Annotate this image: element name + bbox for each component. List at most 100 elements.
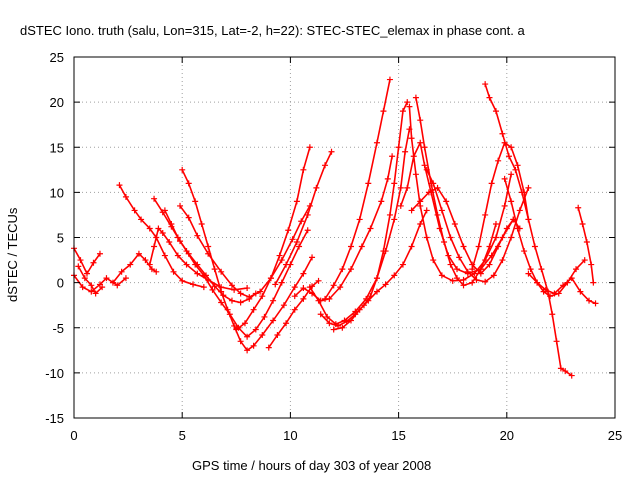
data-point: [228, 297, 235, 304]
data-point: [289, 236, 296, 243]
data-point: [547, 293, 554, 300]
data-point: [300, 270, 307, 277]
series-line: [484, 83, 573, 377]
data-point: [482, 278, 489, 285]
data-point: [482, 81, 489, 88]
x-tick-label: 10: [283, 428, 297, 443]
series-arc-24: [469, 139, 532, 273]
series-arc-19: [406, 103, 515, 284]
y-tick-label: 5: [57, 231, 64, 246]
data-point: [425, 189, 432, 196]
data-point: [590, 279, 597, 286]
data-point: [77, 257, 84, 264]
data-point: [194, 232, 201, 239]
data-point: [283, 261, 290, 268]
data-point: [421, 144, 428, 151]
data-point: [512, 166, 519, 173]
data-point: [179, 277, 186, 284]
data-point: [313, 184, 320, 191]
series-arc-16: [322, 76, 393, 302]
data-point: [194, 270, 201, 277]
data-point: [228, 282, 235, 289]
data-point: [486, 243, 493, 250]
grid: [74, 57, 615, 418]
data-point: [153, 268, 160, 275]
series-arc-12: [265, 277, 322, 351]
series-arc-03: [75, 263, 106, 297]
series-line: [332, 209, 428, 331]
data-point: [486, 261, 493, 268]
data-point: [430, 257, 437, 264]
series-line: [399, 141, 515, 275]
data-point: [270, 317, 277, 324]
data-point: [192, 261, 199, 268]
series-arc-23: [423, 166, 532, 285]
x-tick-label: 5: [179, 428, 186, 443]
series-layer: [71, 76, 599, 379]
series-line: [293, 155, 393, 302]
data-point: [406, 103, 413, 110]
data-point: [226, 311, 233, 318]
data-point: [192, 198, 199, 205]
data-point: [293, 239, 300, 246]
data-point: [389, 153, 396, 160]
data-point: [380, 248, 387, 255]
data-point: [280, 302, 287, 309]
data-point: [423, 234, 430, 241]
data-point: [300, 166, 307, 173]
data-point: [391, 180, 398, 187]
data-point: [525, 270, 532, 277]
data-point: [118, 268, 125, 275]
data-point: [233, 326, 240, 333]
series-line: [309, 128, 411, 325]
data-point: [492, 234, 499, 241]
data-point: [518, 189, 525, 196]
series-line: [118, 184, 205, 288]
data-point: [482, 211, 489, 218]
data-point: [166, 239, 173, 246]
data-point: [81, 275, 88, 282]
data-point: [508, 144, 515, 151]
data-point: [447, 261, 454, 268]
series-arc-27: [525, 270, 599, 307]
data-point: [573, 266, 580, 273]
data-point: [293, 198, 300, 205]
series-line: [471, 141, 530, 270]
series-line: [408, 105, 512, 282]
data-point: [174, 234, 181, 241]
series-line: [319, 101, 409, 327]
data-point: [257, 288, 264, 295]
data-point: [347, 266, 354, 273]
data-point: [88, 282, 95, 289]
data-point: [423, 207, 430, 214]
data-point: [146, 225, 153, 232]
data-point: [505, 153, 512, 160]
data-point: [151, 195, 158, 202]
data-point: [430, 180, 437, 187]
data-point: [557, 365, 564, 372]
series-arc-28: [575, 204, 597, 286]
data-point: [495, 157, 502, 164]
data-point: [250, 306, 257, 313]
data-point: [291, 306, 298, 313]
data-point: [412, 171, 419, 178]
data-point: [449, 277, 456, 284]
ticks: 0 5 10 15 20 25 -15 -10 -5 0 5 10 15 20 25: [45, 50, 622, 443]
data-point: [516, 207, 523, 214]
series-arc-22: [408, 184, 523, 277]
data-point: [386, 76, 393, 83]
data-point: [272, 281, 279, 288]
data-point: [347, 243, 354, 250]
data-point: [588, 261, 595, 268]
data-point: [417, 220, 424, 227]
data-point: [185, 214, 192, 221]
data-point: [244, 285, 251, 292]
data-point: [315, 297, 322, 304]
data-point: [417, 139, 424, 146]
x-tick-label: 20: [500, 428, 514, 443]
data-point: [237, 290, 244, 297]
data-point: [261, 313, 268, 320]
data-point: [114, 282, 121, 289]
data-point: [395, 144, 402, 151]
data-point: [495, 243, 502, 250]
